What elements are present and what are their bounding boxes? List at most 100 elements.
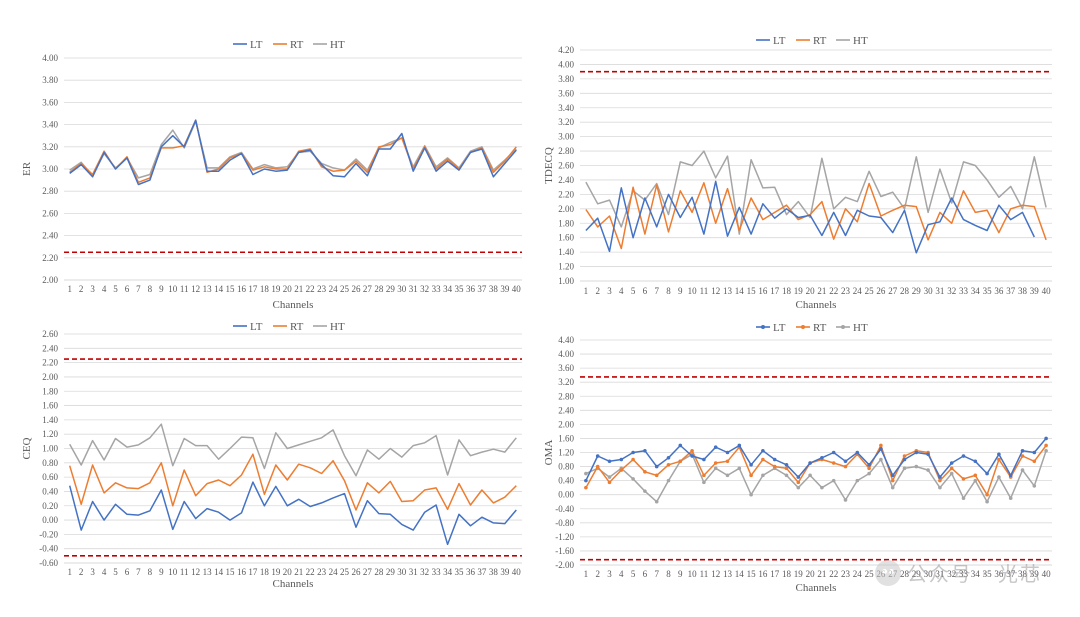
data-point-rt	[879, 443, 883, 448]
data-point-ht	[631, 477, 635, 481]
x-axis-title: Channels	[796, 299, 837, 311]
data-point-lt	[654, 464, 659, 469]
data-point-lt	[690, 454, 694, 458]
ceq-chart: -0.60 -0.40 -0.20 0.00 0.20 0.40 0.60 0.80 1.00 1…	[21, 321, 522, 590]
x-tick-label: 3	[607, 286, 612, 296]
data-point-rt	[666, 463, 671, 467]
x-tick-label: 31	[935, 569, 944, 579]
data-point-rt	[890, 478, 895, 483]
series-line-ht	[69, 120, 517, 179]
x-tick-label: 18	[782, 286, 792, 296]
y-tick-label: 3.60	[42, 97, 58, 107]
x-tick-label: 19	[271, 567, 281, 577]
x-axis-title: Channels	[796, 582, 837, 594]
data-point-rt	[997, 457, 1001, 462]
x-tick-label: 12	[191, 284, 200, 294]
series-line-lt	[585, 437, 1047, 481]
x-tick-label: 25	[340, 567, 350, 577]
legend-marker-rt	[801, 325, 805, 329]
y-tick-label: 2.00	[42, 372, 58, 382]
x-tick-label: 22	[306, 567, 315, 577]
data-point-lt	[584, 478, 588, 483]
legend-marker-ht	[841, 325, 845, 329]
x-tick-label: 20	[806, 286, 816, 296]
y-tick-label: 3.20	[558, 117, 574, 127]
x-tick-label: 24	[853, 286, 863, 296]
data-point-ht	[820, 485, 824, 490]
x-tick-label: 33	[959, 569, 969, 579]
x-tick-label: 33	[959, 286, 969, 296]
x-tick-label: 40	[512, 567, 522, 577]
x-tick-label: 39	[500, 567, 510, 577]
y-tick-label: 3.00	[42, 164, 58, 174]
x-tick-label: 39	[1030, 569, 1040, 579]
y-tick-label: 2.40	[558, 405, 574, 415]
series-line-lt	[585, 180, 1035, 254]
x-tick-label: 1	[67, 567, 72, 577]
data-point-lt	[855, 450, 860, 455]
x-tick-label: 38	[1018, 286, 1028, 296]
x-axis-title: Channels	[273, 578, 314, 590]
x-tick-label: 19	[794, 286, 804, 296]
x-tick-label: 10	[688, 569, 698, 579]
data-point-ht	[961, 496, 966, 501]
data-point-lt	[1044, 436, 1048, 441]
y-tick-label: 0.80	[558, 462, 574, 472]
y-tick-label: 0.40	[42, 486, 58, 496]
y-tick-label: -0.80	[555, 518, 574, 528]
x-tick-label: 38	[489, 567, 499, 577]
x-tick-label: 29	[912, 569, 922, 579]
y-tick-label: 1.20	[42, 429, 58, 439]
data-point-lt	[761, 448, 765, 453]
x-tick-label: 4	[102, 284, 107, 294]
series-line-lt	[69, 119, 517, 186]
data-point-ht	[831, 478, 836, 483]
series-line-lt	[68, 481, 517, 546]
x-tick-label: 23	[841, 569, 851, 579]
x-tick-label: 14	[214, 284, 224, 294]
data-point-lt	[949, 461, 954, 465]
x-tick-label: 15	[226, 567, 236, 577]
data-point-lt	[890, 473, 895, 478]
y-tick-label: -0.40	[39, 544, 58, 554]
y-tick-label: 1.80	[42, 386, 58, 396]
watermark: 公众号 · 光芯	[874, 558, 1042, 587]
x-tick-label: 38	[1018, 569, 1028, 579]
y-tick-label: 2.80	[558, 391, 574, 401]
x-tick-label: 26	[351, 567, 361, 577]
x-tick-label: 9	[159, 284, 164, 294]
y-tick-label: 4.00	[558, 349, 574, 359]
data-point-lt	[831, 450, 836, 455]
series-line-ht	[585, 450, 1047, 503]
y-axis-title: ER	[21, 161, 33, 176]
y-tick-label: 3.60	[558, 363, 574, 373]
data-point-rt	[702, 473, 706, 478]
x-tick-label: 37	[1006, 569, 1016, 579]
data-point-rt	[713, 461, 718, 465]
legend-label-rt: RT	[813, 35, 827, 47]
data-point-lt	[619, 457, 624, 462]
x-tick-label: 18	[782, 569, 792, 579]
data-point-rt	[831, 461, 836, 465]
x-tick-label: 7	[136, 567, 141, 577]
x-tick-label: 36	[466, 567, 476, 577]
data-point-lt	[1008, 473, 1013, 478]
data-point-rt	[643, 470, 647, 474]
y-tick-label: 3.80	[42, 75, 58, 85]
x-tick-label: 6	[643, 286, 648, 296]
x-tick-label: 32	[420, 284, 429, 294]
y-tick-label: 0.00	[42, 515, 58, 525]
x-tick-label: 30	[924, 569, 934, 579]
y-tick-label: 2.00	[558, 419, 574, 429]
x-tick-label: 10	[168, 567, 178, 577]
x-tick-label: 4	[619, 286, 624, 296]
y-tick-label: -0.40	[555, 504, 574, 514]
data-point-lt	[973, 459, 978, 464]
data-point-lt	[713, 445, 718, 450]
data-point-rt	[985, 492, 989, 497]
x-tick-label: 11	[180, 284, 189, 294]
x-tick-label: 21	[294, 567, 303, 577]
y-tick-label: -0.20	[39, 529, 58, 539]
x-tick-label: 8	[666, 569, 671, 579]
x-tick-label: 15	[747, 286, 757, 296]
